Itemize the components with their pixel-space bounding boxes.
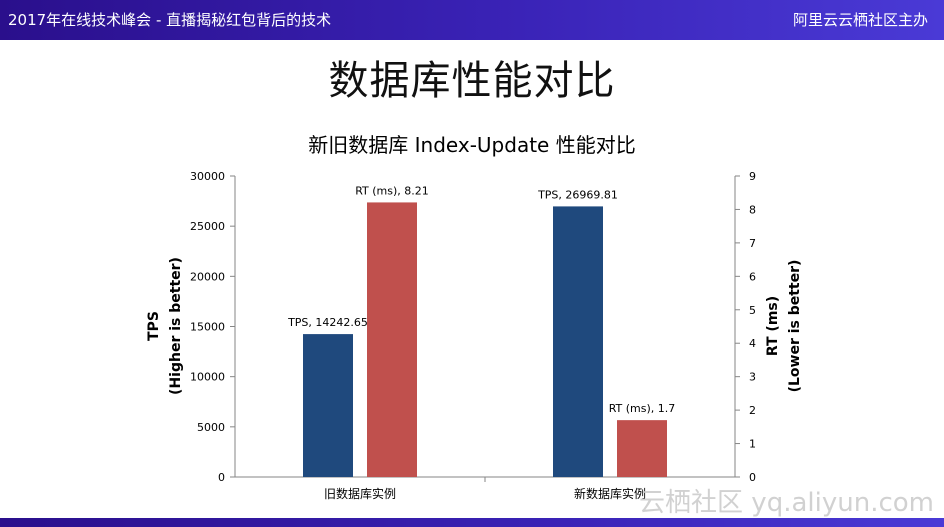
data-label-rt: RT (ms), 8.21: [355, 184, 429, 197]
y-right-tick-label: 4: [749, 337, 756, 350]
y-right-tick-label: 0: [749, 471, 756, 484]
data-label-tps: TPS, 26969.81: [537, 188, 618, 201]
y-axis-right-label: RT (ms): [765, 296, 781, 356]
y-left-tick-label: 5000: [197, 421, 225, 434]
y-right-tick-label: 2: [749, 404, 756, 417]
y-left-tick-label: 0: [218, 471, 225, 484]
y-left-tick-label: 25000: [190, 220, 225, 233]
event-title: 2017年在线技术峰会 - 直播揭秘红包背后的技术: [8, 11, 332, 29]
data-label-tps: TPS, 14242.65: [287, 316, 368, 329]
slide-title: 数据库性能对比: [328, 58, 616, 104]
chart-title: 新旧数据库 Index-Update 性能对比: [308, 133, 635, 157]
y-right-tick-label: 8: [749, 203, 756, 216]
y-left-tick-label: 20000: [190, 270, 225, 283]
data-label-rt: RT (ms), 1.7: [609, 402, 676, 415]
y-right-tick-label: 1: [749, 438, 756, 451]
y-axis-left-sublabel: (Higher is better): [168, 257, 184, 395]
watermark: 云栖社区 yq.aliyun.com: [639, 488, 934, 518]
y-right-tick-label: 9: [749, 170, 756, 183]
y-right-tick-label: 6: [749, 270, 756, 283]
y-right-tick-label: 5: [749, 304, 756, 317]
bar-tps: [553, 206, 603, 478]
y-left-tick-label: 15000: [190, 321, 225, 334]
y-axis-left-label: TPS: [146, 311, 162, 341]
host-title: 阿里云云栖社区主办: [792, 11, 928, 29]
y-left-tick-label: 30000: [190, 170, 225, 183]
y-right-tick-label: 7: [749, 237, 756, 250]
y-left-tick-label: 10000: [190, 371, 225, 384]
bottom-banner: [0, 518, 944, 527]
bar-tps: [303, 334, 353, 477]
chart-data-labels: TPS, 14242.65 RT (ms), 8.21 TPS, 26969.81 R…: [287, 184, 675, 415]
x-tick-label: 新数据库实例: [574, 486, 646, 501]
y-right-tick-label: 3: [749, 371, 756, 384]
bar-rt: [617, 420, 667, 477]
top-banner: 2017年在线技术峰会 - 直播揭秘红包背后的技术 阿里云云栖社区主办: [0, 0, 944, 40]
chart-axes: 0 5000 10000 15000 20000 25000 30000 0 1 2 3 4 5 6 7 8 9…: [190, 170, 756, 501]
x-tick-label: 旧数据库实例: [324, 486, 396, 501]
y-axis-right-sublabel: (Lower is better): [787, 260, 803, 393]
chart-bars: [303, 202, 667, 478]
bar-rt: [367, 202, 417, 477]
